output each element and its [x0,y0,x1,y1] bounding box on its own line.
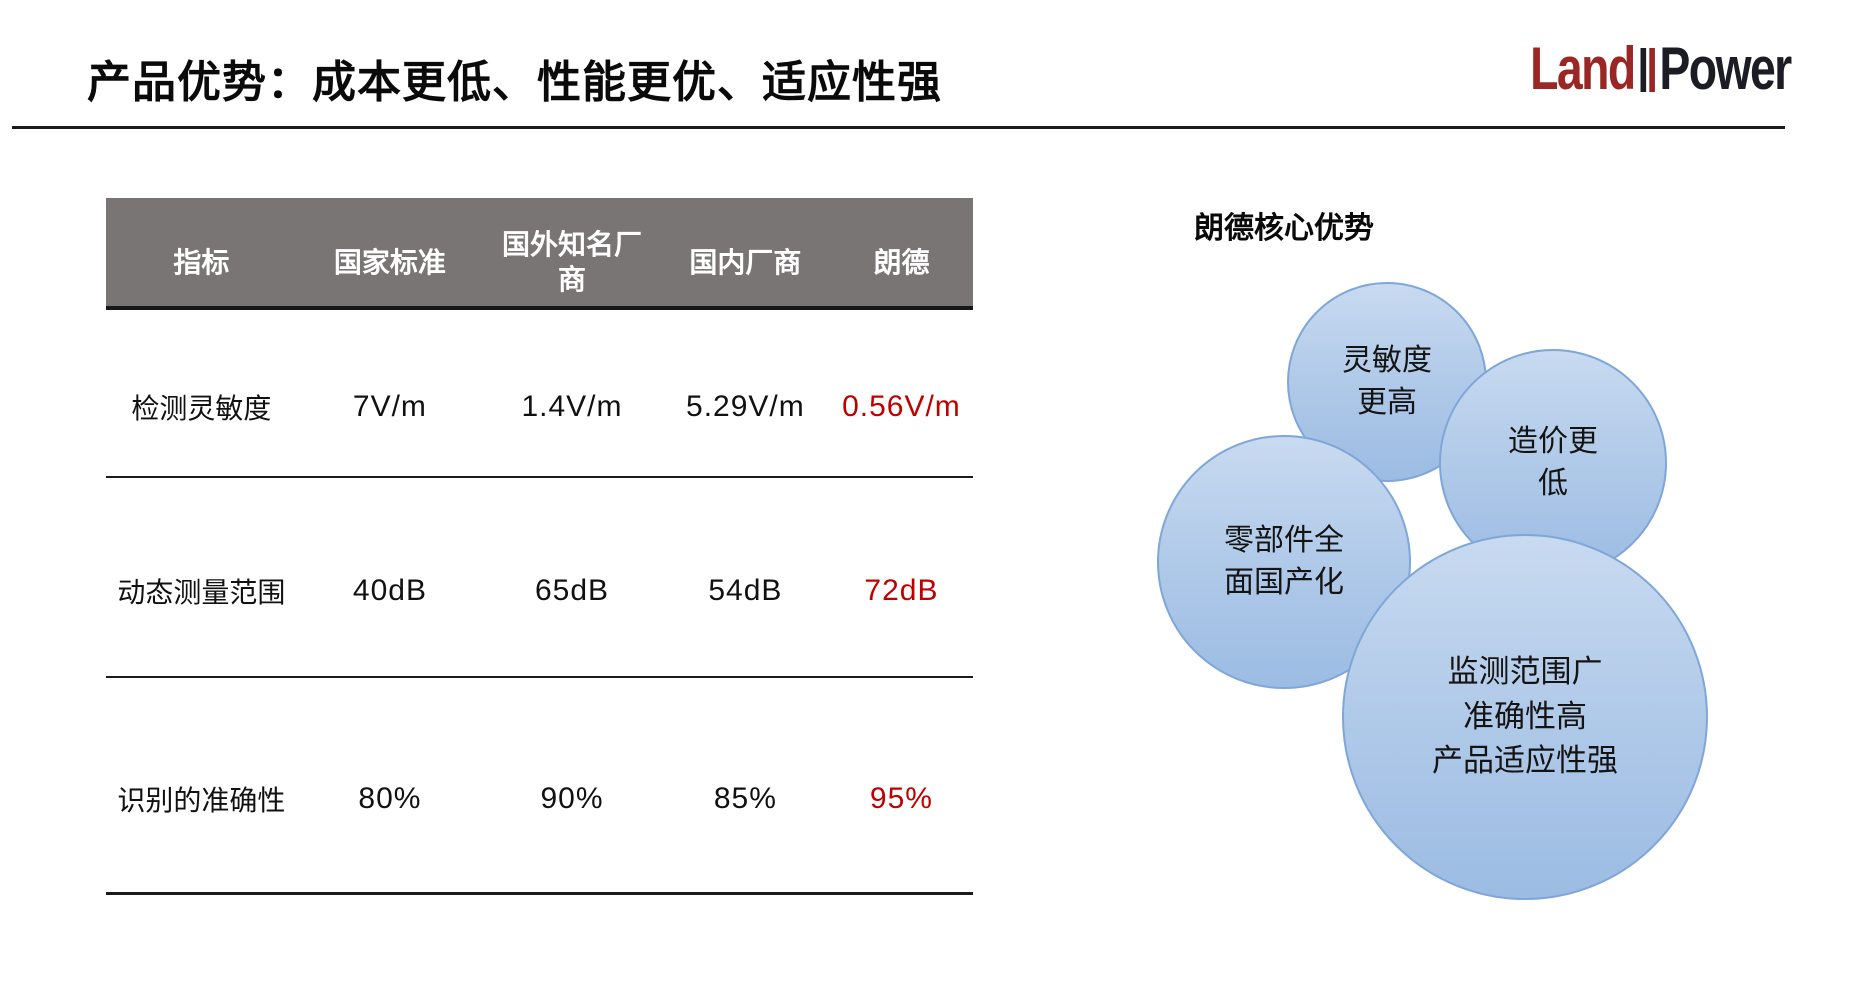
advantages-heading: 朗德核心优势 [1194,212,1374,245]
table-row-dynamic-range: 动态测量范围 40dB 65dB 54dB 72dB [106,478,973,678]
bubble-label: 造价更 低 [1508,425,1598,500]
bubble-wide-range-accuracy-adaptability: 监测范围广 准确性高 产品适应性强 [1342,534,1708,900]
table-row-sensitivity: 检测灵敏度 7V/m 1.4V/m 5.29V/m 0.56V/m [106,310,973,478]
value-cell-highlight: 0.56V/m [842,390,961,423]
value-cell-highlight: 95% [869,782,933,815]
logo-red-bar [1649,48,1655,92]
value-cell: 40dB [352,574,427,607]
header-cell-indicator: 指标 [173,246,230,278]
row-label: 检测灵敏度 [131,393,272,424]
header-cell-foreign-vendor: 国外知名厂商 [501,229,642,295]
value-cell: 80% [358,782,422,815]
value-cell: 54dB [708,574,783,607]
value-cell: 65dB [534,574,610,607]
title-divider [12,126,1785,129]
landpower-logo: Land Power [1530,34,1793,103]
table-header-row: 指标 国家标准 国外知名厂商 国内厂商 朗德 [106,198,973,310]
logo-land-text: Land [1530,34,1637,103]
bubble-label: 灵敏度 更高 [1342,344,1432,419]
page-title: 产品优势：成本更低、性能更优、适应性强 [87,58,942,107]
value-cell: 85% [713,782,777,815]
value-cell: 7V/m [352,390,427,423]
row-label: 动态测量范围 [117,577,286,608]
header-cell-national-standard: 国家标准 [333,246,446,278]
header-cell-domestic-vendor: 国内厂商 [689,246,802,278]
comparison-table: 指标 国家标准 国外知名厂商 国内厂商 朗德 检测灵敏度 7V/m 1.4V/m… [106,198,973,895]
row-label: 识别的准确性 [117,785,286,816]
header-cell-landpower: 朗德 [873,246,930,278]
value-cell-highlight: 72dB [864,574,939,607]
logo-black-bar [1640,48,1647,92]
value-cell: 90% [540,782,604,815]
value-cell: 1.4V/m [521,390,623,423]
value-cell: 5.29V/m [686,390,805,423]
table-row-accuracy: 识别的准确性 80% 90% 85% 95% [106,678,973,895]
bubble-label: 零部件全 面国产化 [1224,524,1344,599]
logo-power-text: Power [1659,34,1793,103]
bubble-label: 监测范围广 准确性高 产品适应性强 [1432,653,1618,779]
